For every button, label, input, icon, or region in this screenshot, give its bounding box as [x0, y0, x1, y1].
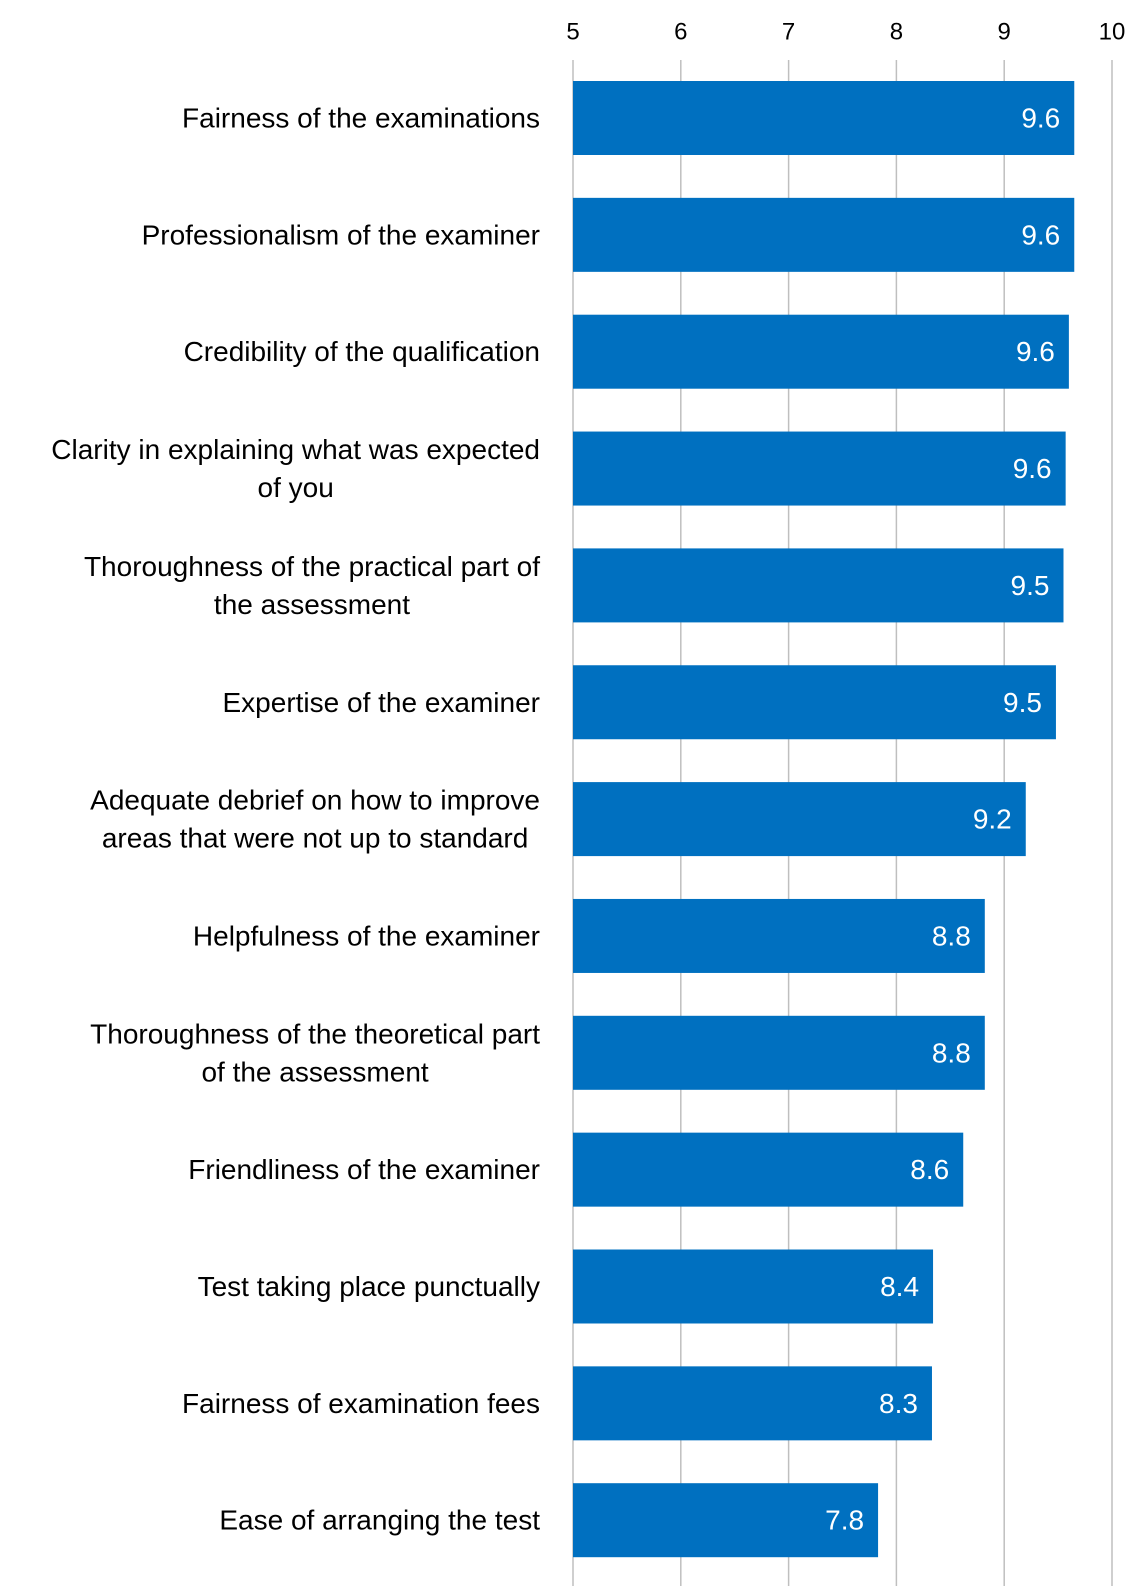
bar	[573, 1015, 985, 1090]
data-label: 8.8	[932, 920, 971, 951]
data-label: 9.6	[1021, 219, 1060, 250]
bar	[573, 548, 1064, 623]
category-label: Professionalism of the examiner	[142, 219, 540, 250]
category-label: Fairness of the examinations	[182, 103, 540, 134]
bar	[573, 1132, 964, 1207]
category-label: Helpfulness of the examiner	[193, 920, 540, 951]
x-axis-tick-labels: 5 6 7 8 9 10	[566, 19, 1125, 46]
data-label: 7.8	[825, 1505, 864, 1536]
x-tick-label: 6	[674, 19, 687, 46]
data-label: 9.5	[1003, 687, 1042, 718]
category-label: Ease of arranging the test	[219, 1505, 540, 1536]
bar	[573, 782, 1026, 857]
bar	[573, 431, 1066, 506]
data-labels: 9.6 9.6 9.6 9.6 9.5 9.5 9.2 8.8 8.8 8.6 8.4 8.3 7.8	[825, 103, 1060, 1536]
category-label: Friendliness of the examiner	[188, 1154, 540, 1185]
data-label: 9.6	[1016, 336, 1055, 367]
category-label: Test taking place punctually	[198, 1271, 540, 1302]
x-tick-label: 5	[566, 19, 579, 46]
category-labels: Fairness of the examinations Professional…	[51, 103, 540, 1536]
data-label: 8.3	[879, 1388, 918, 1419]
bar	[573, 197, 1075, 272]
category-label: Credibility of the qualification	[184, 336, 540, 367]
bar	[573, 1366, 932, 1441]
bars	[573, 81, 1075, 1558]
bar	[573, 1483, 879, 1558]
data-label: 8.4	[880, 1271, 919, 1302]
x-tick-label: 8	[890, 19, 903, 46]
data-label: 9.2	[973, 804, 1012, 835]
category-label: Adequate debrief on how to improve areas …	[90, 785, 540, 854]
category-label: Fairness of examination fees	[182, 1388, 540, 1419]
bar	[573, 81, 1075, 155]
bar	[573, 665, 1056, 740]
x-tick-label: 9	[998, 19, 1011, 46]
bar	[573, 1249, 934, 1324]
data-label: 9.5	[1011, 570, 1050, 601]
category-label: Expertise of the examiner	[223, 687, 541, 718]
bar	[573, 314, 1069, 389]
category-label: Thoroughness of the theoretical part of t…	[90, 1018, 540, 1087]
data-label: 9.6	[1021, 103, 1060, 134]
x-tick-label: 7	[782, 19, 795, 46]
data-label: 8.6	[910, 1154, 949, 1185]
x-tick-label: 10	[1099, 19, 1126, 46]
category-label: Clarity in explaining what was expected o…	[51, 434, 540, 503]
bar	[573, 898, 985, 973]
category-label: Thoroughness of the practical part of the…	[84, 551, 540, 620]
data-label: 8.8	[932, 1037, 971, 1068]
data-label: 9.6	[1013, 453, 1052, 484]
